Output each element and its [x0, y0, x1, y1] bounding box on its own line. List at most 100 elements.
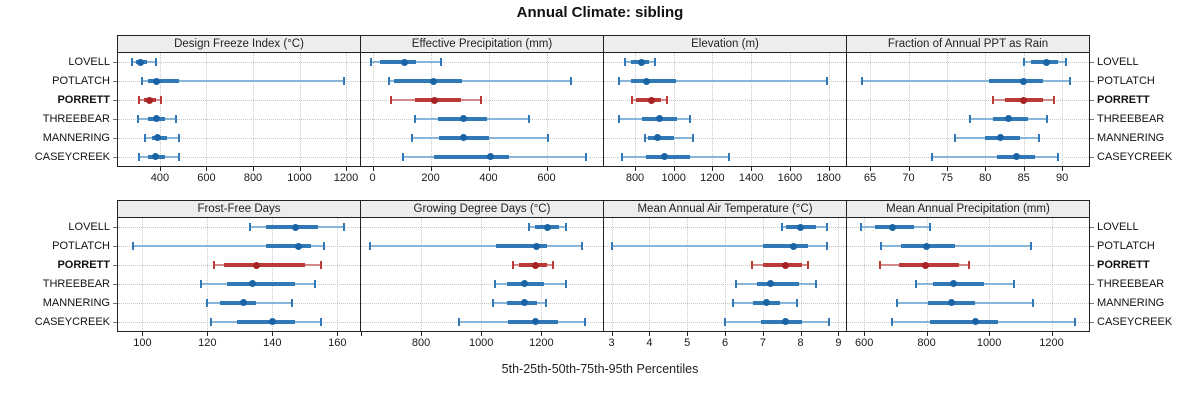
y-axis-tick	[113, 265, 117, 267]
x-axis-tick	[1023, 167, 1025, 171]
whisker-cap	[967, 261, 970, 270]
grid-vline	[687, 218, 689, 331]
median-dot	[1020, 96, 1028, 104]
x-axis-tick	[762, 332, 764, 336]
x-tick-label: 4	[646, 337, 653, 349]
grid-vline	[372, 53, 374, 166]
grid-hline	[118, 137, 360, 139]
x-axis-tick	[207, 332, 209, 336]
whisker-cap	[390, 96, 393, 105]
x-tick-label: 75	[940, 172, 954, 184]
whisker-cap	[206, 298, 209, 307]
whisker-cap	[750, 261, 753, 270]
x-tick-label: 600	[197, 172, 216, 184]
y-axis-tick	[1090, 156, 1094, 158]
whisker-cap	[492, 298, 495, 307]
whisker-cap	[584, 317, 586, 326]
median-dot	[152, 115, 160, 123]
median-dot	[797, 223, 805, 231]
whisker-cap	[896, 298, 898, 307]
whisker-cap	[581, 242, 583, 251]
whisker-cap	[290, 298, 293, 307]
whisker-cap	[546, 133, 549, 142]
median-dot	[252, 261, 260, 269]
grid-hline	[118, 227, 360, 229]
median-dot	[152, 77, 160, 85]
x-tick-label: 1200	[700, 172, 725, 184]
panel-plot-area	[847, 218, 1089, 331]
site-label-right: PORRETT	[1097, 94, 1150, 107]
grid-hline	[118, 156, 360, 158]
y-axis-tick	[113, 81, 117, 83]
whisker-cap	[878, 261, 881, 270]
whisker-cap	[212, 261, 215, 270]
x-tick-label: 400	[479, 172, 498, 184]
grid-vline	[207, 218, 209, 331]
iqr-bar	[760, 319, 803, 324]
median-dot	[294, 242, 302, 250]
median-dot	[923, 242, 931, 250]
x-tick-label: 0	[369, 172, 376, 184]
x-axis-tick	[1051, 332, 1053, 336]
whisker-cap	[137, 96, 140, 105]
x-axis-tick	[908, 167, 910, 171]
median-dot	[1012, 153, 1020, 161]
whisker-cap	[199, 279, 202, 288]
median-dot	[543, 223, 551, 231]
grid-vline	[725, 218, 726, 331]
x-tick-label: 5	[684, 337, 691, 349]
whisker-cap	[323, 242, 326, 251]
grid-hline	[847, 100, 1089, 102]
median-dot	[949, 280, 957, 288]
iqr-bar	[757, 281, 799, 286]
grid-hline	[604, 283, 846, 285]
whisker-cap	[457, 317, 460, 326]
whisker-cap	[610, 242, 613, 251]
x-tick-label: 65	[863, 172, 877, 184]
whisker-cap	[826, 223, 829, 232]
whisker-cap	[621, 152, 624, 161]
whisker-cap	[1031, 298, 1034, 307]
x-axis-tick	[712, 167, 714, 171]
panel-title-label: Mean Annual Air Temperature (°C)	[637, 203, 813, 215]
x-tick-label: 85	[1017, 172, 1030, 184]
median-dot	[971, 318, 979, 326]
iqr-bar	[989, 79, 1043, 84]
site-label-left: LOVELL	[68, 221, 110, 234]
site-label-right: MANNERING	[1097, 296, 1165, 309]
grid-hline	[118, 62, 360, 64]
site-label-right: CASEYCREEK	[1097, 150, 1173, 163]
y-axis-tick	[113, 156, 117, 158]
whisker-cap	[928, 223, 931, 232]
iqr-bar	[223, 263, 305, 268]
y-axis-tick	[1090, 265, 1094, 267]
y-axis-tick	[113, 321, 117, 323]
whisker-cap	[689, 114, 692, 123]
whisker-line	[132, 245, 325, 248]
panel-plot-area	[604, 53, 846, 166]
site-label-left: PORRETT	[57, 94, 110, 107]
x-axis-tick	[649, 332, 651, 336]
panel: Effective Precipitation (mm)	[360, 35, 604, 167]
grid-hline	[361, 62, 603, 64]
median-dot	[249, 280, 257, 288]
grid-vline	[985, 53, 987, 166]
median-dot	[268, 318, 276, 326]
y-axis-tick	[1090, 118, 1094, 120]
x-axis-tick	[800, 332, 802, 336]
grid-vline	[1023, 53, 1025, 166]
whisker-cap	[493, 279, 496, 288]
x-axis-tick	[838, 332, 840, 336]
whisker-cap	[570, 77, 573, 86]
median-dot	[763, 299, 771, 307]
y-axis-tick	[1090, 246, 1094, 248]
x-tick-label: 600	[537, 172, 556, 184]
whisker-cap	[665, 96, 668, 105]
grid-vline	[649, 218, 651, 331]
whisker-cap	[968, 114, 971, 123]
whisker-cap	[342, 223, 345, 232]
y-axis-tick	[113, 100, 117, 102]
site-label-left: CASEYCREEK	[34, 315, 110, 328]
whisker-cap	[565, 223, 567, 232]
panel: Mean Annual Precipitation (mm)	[846, 200, 1090, 332]
